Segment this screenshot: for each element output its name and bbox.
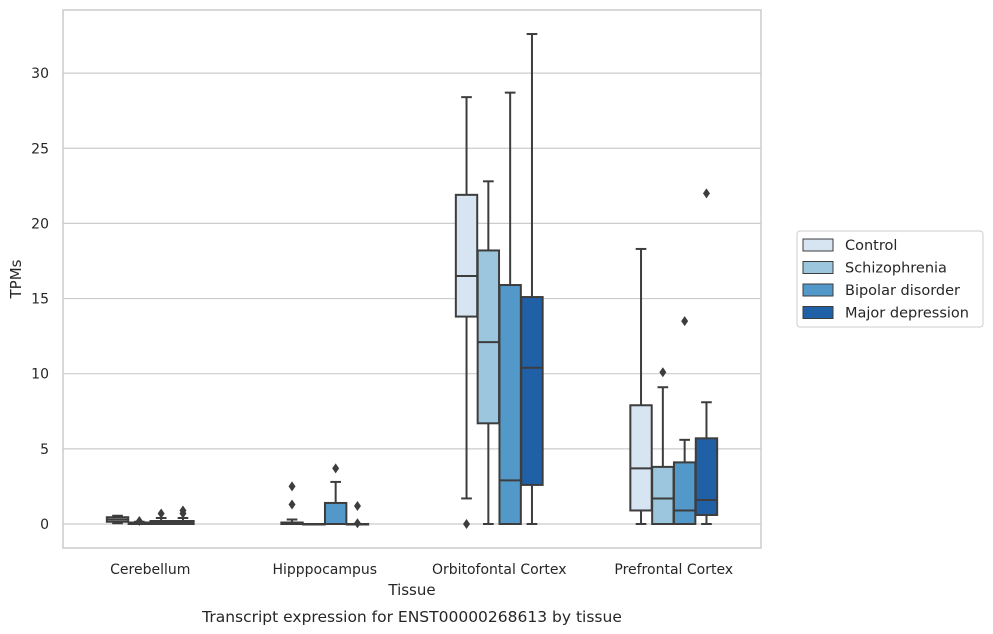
outlier-point <box>135 515 143 526</box>
outlier-point <box>353 500 361 511</box>
y-tick-label: 0 <box>40 517 49 533</box>
box-schizophrenia <box>302 523 326 526</box>
chart-title: Transcript expression for ENST0000026861… <box>201 608 622 626</box>
y-tick-label: 15 <box>31 292 49 308</box>
box-body <box>323 501 348 526</box>
x-tick-label: Orbitofontal Cortex <box>432 562 567 578</box>
box-major-depression <box>694 188 719 525</box>
box-major-depression <box>345 500 370 529</box>
box-bipolar-disorder <box>498 91 522 526</box>
legend-label: Control <box>845 238 897 254</box>
legend-swatch <box>802 238 834 252</box>
x-axis-ticks: Cerebellum Hipppocampus Orbitofontal Corte… <box>110 562 733 578</box>
box-body <box>498 284 522 526</box>
outlier-point <box>353 518 361 529</box>
legend-swatch <box>802 283 834 297</box>
box-body <box>454 193 479 318</box>
outlier-point <box>681 316 689 327</box>
legend-swatch <box>802 306 834 319</box>
gridlines <box>63 72 761 525</box>
box-major-depression <box>520 33 544 525</box>
box-body <box>672 461 697 526</box>
box-bipolar-disorder <box>149 508 173 526</box>
outlier-point <box>702 188 710 199</box>
y-tick-label: 5 <box>40 442 49 458</box>
legend-label: Bipolar disorder <box>845 283 960 299</box>
x-tick-label: Cerebellum <box>110 562 190 578</box>
outlier-point <box>332 463 340 474</box>
outlier-point <box>179 505 187 516</box>
box-bipolar-disorder <box>672 316 697 526</box>
box-body <box>476 249 501 425</box>
y-tick-label: 10 <box>31 367 49 383</box>
legend-swatch <box>802 261 834 274</box>
box-control <box>454 96 479 529</box>
outlier-point <box>157 508 165 519</box>
plot-frame <box>62 9 762 549</box>
box-body <box>694 437 719 516</box>
outlier-point <box>659 367 667 378</box>
box-body <box>520 296 544 486</box>
box-schizophrenia <box>476 180 501 525</box>
y-tick-label: 30 <box>31 66 49 82</box>
box-body <box>651 465 675 525</box>
legend-label: Major depression <box>845 306 969 322</box>
box-control <box>105 514 130 525</box>
legend-label: Schizophrenia <box>845 261 947 277</box>
box-major-depression <box>171 505 195 526</box>
outlier-point <box>288 481 296 492</box>
box-schizophrenia <box>651 367 675 525</box>
box-control <box>629 247 653 525</box>
box-control <box>280 481 304 526</box>
outlier-point <box>288 499 296 510</box>
y-axis-ticks: 0 5 10 15 20 25 30 <box>31 66 49 533</box>
x-tick-label: Prefrontal Cortex <box>614 562 733 578</box>
box-body <box>629 404 653 512</box>
legend: Control Schizophrenia Bipolar disorder Majo… <box>796 230 984 328</box>
box-plot-series <box>105 33 719 529</box>
x-axis-label: Tissue <box>387 581 435 599</box>
y-tick-label: 25 <box>31 141 49 157</box>
x-tick-label: Hipppocampus <box>272 562 377 578</box>
box-bipolar-disorder <box>323 463 348 526</box>
y-axis-label: TPMs <box>7 259 25 299</box>
outlier-point <box>463 519 471 529</box>
y-tick-label: 20 <box>31 216 49 232</box>
legend-frame <box>796 230 984 328</box>
box-schizophrenia <box>127 515 152 526</box>
